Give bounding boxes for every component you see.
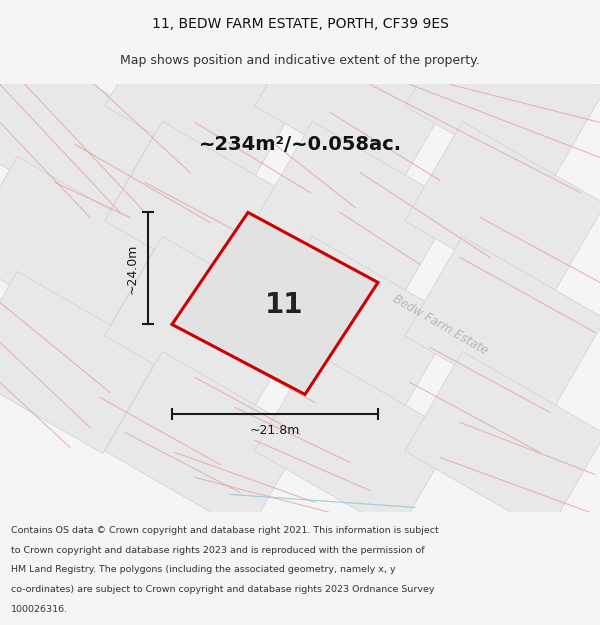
Polygon shape	[405, 6, 600, 189]
Text: ~24.0m: ~24.0m	[125, 243, 139, 294]
Text: 11: 11	[265, 291, 303, 319]
Text: 100026316.: 100026316.	[11, 605, 68, 614]
Text: Contains OS data © Crown copyright and database right 2021. This information is : Contains OS data © Crown copyright and d…	[11, 526, 439, 535]
Text: ~21.8m: ~21.8m	[250, 424, 300, 437]
Text: ~234m²/~0.058ac.: ~234m²/~0.058ac.	[199, 135, 401, 154]
Text: Map shows position and indicative extent of the property.: Map shows position and indicative extent…	[120, 54, 480, 68]
Polygon shape	[255, 351, 455, 534]
Polygon shape	[255, 6, 455, 189]
Polygon shape	[105, 6, 305, 189]
Polygon shape	[255, 236, 455, 419]
Text: co-ordinates) are subject to Crown copyright and database rights 2023 Ordnance S: co-ordinates) are subject to Crown copyr…	[11, 585, 434, 594]
Text: Bedw Farm Estate: Bedw Farm Estate	[390, 292, 490, 357]
Polygon shape	[405, 121, 600, 304]
Polygon shape	[172, 213, 378, 394]
Polygon shape	[0, 271, 160, 454]
Text: to Crown copyright and database rights 2023 and is reproduced with the permissio: to Crown copyright and database rights 2…	[11, 546, 424, 555]
Polygon shape	[255, 121, 455, 304]
Text: HM Land Registry. The polygons (including the associated geometry, namely x, y: HM Land Registry. The polygons (includin…	[11, 566, 395, 574]
Polygon shape	[105, 351, 305, 534]
Text: 11, BEDW FARM ESTATE, PORTH, CF39 9ES: 11, BEDW FARM ESTATE, PORTH, CF39 9ES	[152, 17, 448, 31]
Polygon shape	[405, 351, 600, 534]
Polygon shape	[405, 236, 600, 419]
Polygon shape	[105, 121, 305, 304]
Polygon shape	[0, 156, 160, 339]
Polygon shape	[105, 236, 305, 419]
Polygon shape	[0, 41, 160, 224]
